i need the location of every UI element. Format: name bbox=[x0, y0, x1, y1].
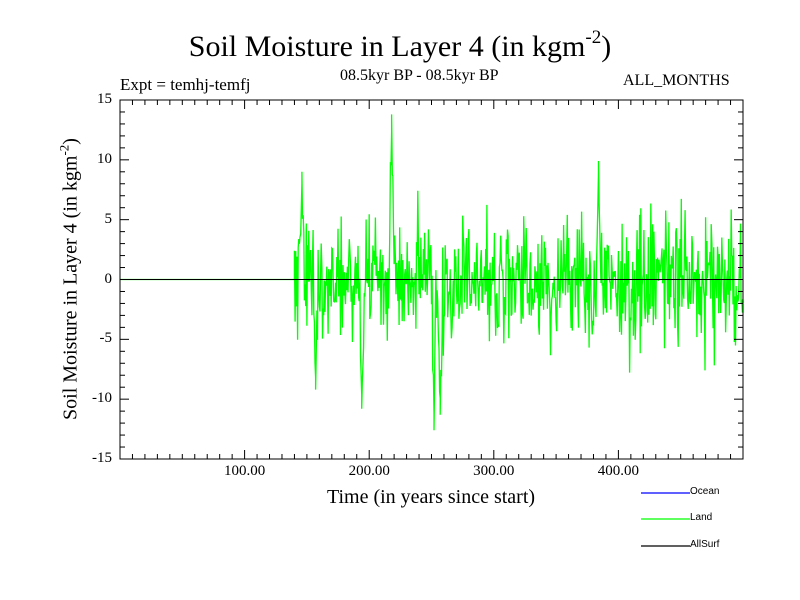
y-tick-label: 15 bbox=[97, 91, 112, 107]
x-tick-label: 100.00 bbox=[223, 463, 266, 479]
y-tick-label: -10 bbox=[92, 390, 112, 407]
x-tick-label: 200.00 bbox=[348, 463, 390, 479]
series-line-land bbox=[120, 114, 744, 431]
y-tick-label: 0 bbox=[104, 270, 113, 287]
y-tick-label: 10 bbox=[97, 150, 112, 167]
legend-label-land: Land bbox=[690, 512, 713, 523]
data-layer bbox=[120, 114, 744, 431]
y-tick-label: -5 bbox=[99, 330, 113, 347]
x-axis-label: Time (in years since start) bbox=[326, 486, 536, 508]
legend bbox=[641, 492, 690, 547]
x-tick-label: 400.00 bbox=[597, 463, 640, 479]
chart-title: Soil Moisture in Layer 4 (in kgm-2) bbox=[188, 27, 612, 63]
axis-ticks bbox=[120, 99, 743, 460]
plot-frame bbox=[119, 99, 744, 460]
legend-label-ocean: Ocean bbox=[690, 486, 720, 497]
experiment-label: Expt = temhj-temfj bbox=[120, 75, 251, 94]
season-label: ALL_MONTHS bbox=[623, 72, 730, 89]
x-tick-label: 300.00 bbox=[473, 463, 515, 479]
y-tick-label: -15 bbox=[92, 450, 112, 466]
period-label: 08.5kyr BP - 08.5kyr BP bbox=[340, 67, 499, 84]
legend-label-allsurf: AllSurf bbox=[690, 539, 720, 550]
y-tick-label: 5 bbox=[104, 210, 113, 227]
